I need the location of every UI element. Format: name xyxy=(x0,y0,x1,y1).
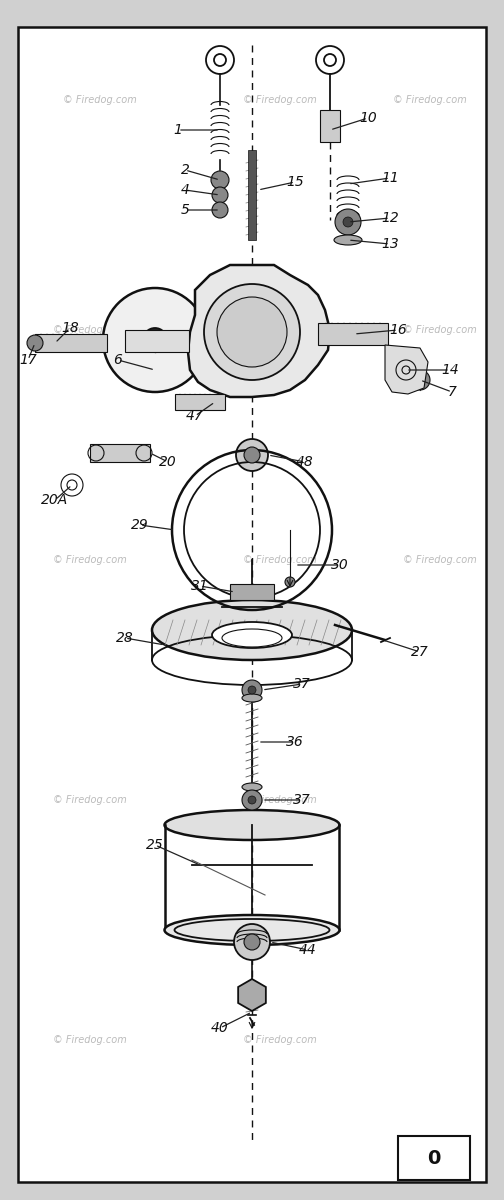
Circle shape xyxy=(103,288,207,392)
Circle shape xyxy=(217,296,287,367)
Bar xyxy=(248,150,256,240)
Text: 17: 17 xyxy=(19,353,37,367)
Circle shape xyxy=(143,328,167,352)
Ellipse shape xyxy=(152,600,352,660)
Text: 47: 47 xyxy=(186,409,204,422)
Circle shape xyxy=(242,680,262,700)
Text: © Firedog.com: © Firedog.com xyxy=(53,554,127,565)
Ellipse shape xyxy=(334,235,362,245)
Text: 11: 11 xyxy=(381,170,399,185)
Ellipse shape xyxy=(242,782,262,791)
Circle shape xyxy=(343,217,353,227)
Circle shape xyxy=(335,209,361,235)
Circle shape xyxy=(211,170,229,188)
Text: © Firedog.com: © Firedog.com xyxy=(243,1034,317,1045)
Text: 18: 18 xyxy=(61,320,79,335)
Polygon shape xyxy=(188,265,330,397)
Circle shape xyxy=(242,790,262,810)
Circle shape xyxy=(410,370,430,390)
Circle shape xyxy=(204,284,300,380)
Text: 40: 40 xyxy=(211,1021,229,1034)
Text: © Firedog.com: © Firedog.com xyxy=(243,794,317,805)
Bar xyxy=(320,110,340,142)
Ellipse shape xyxy=(242,694,262,702)
Text: © Firedog.com: © Firedog.com xyxy=(53,325,127,335)
Bar xyxy=(398,1136,470,1180)
Text: 36: 36 xyxy=(286,734,304,749)
Text: 25: 25 xyxy=(146,838,164,852)
Bar xyxy=(230,584,274,600)
Text: © Firedog.com: © Firedog.com xyxy=(403,554,477,565)
Text: 48: 48 xyxy=(296,455,314,469)
Circle shape xyxy=(234,924,270,960)
Text: 1: 1 xyxy=(173,122,182,137)
Polygon shape xyxy=(385,346,428,394)
Polygon shape xyxy=(238,979,266,1010)
Text: © Firedog.com: © Firedog.com xyxy=(53,1034,127,1045)
Text: 2: 2 xyxy=(180,163,190,176)
Text: © Firedog.com: © Firedog.com xyxy=(243,554,317,565)
Bar xyxy=(125,330,189,352)
Text: 44: 44 xyxy=(299,943,317,958)
Text: 29: 29 xyxy=(131,518,149,532)
Circle shape xyxy=(248,686,256,694)
Text: © Firedog.com: © Firedog.com xyxy=(403,325,477,335)
Text: 28: 28 xyxy=(116,631,134,646)
Text: 13: 13 xyxy=(381,236,399,251)
Text: 7: 7 xyxy=(448,385,457,398)
Ellipse shape xyxy=(212,622,292,648)
Text: 10: 10 xyxy=(359,110,377,125)
Text: 0: 0 xyxy=(427,1148,440,1168)
Text: © Firedog.com: © Firedog.com xyxy=(393,95,467,104)
Ellipse shape xyxy=(164,914,340,946)
Text: 37: 37 xyxy=(293,793,311,806)
Text: 27: 27 xyxy=(411,646,429,659)
Text: 31: 31 xyxy=(191,578,209,593)
Circle shape xyxy=(236,439,268,470)
Circle shape xyxy=(212,187,228,203)
Text: © Firedog.com: © Firedog.com xyxy=(53,794,127,805)
Text: © Firedog.com: © Firedog.com xyxy=(243,95,317,104)
Text: 15: 15 xyxy=(286,175,304,188)
Circle shape xyxy=(27,335,43,350)
Circle shape xyxy=(248,796,256,804)
Circle shape xyxy=(244,934,260,950)
Text: 20: 20 xyxy=(159,455,177,469)
Text: 12: 12 xyxy=(381,211,399,226)
Bar xyxy=(175,394,225,410)
Ellipse shape xyxy=(222,629,282,647)
Text: 4: 4 xyxy=(180,182,190,197)
Circle shape xyxy=(244,446,260,463)
Bar xyxy=(318,323,388,346)
Circle shape xyxy=(212,202,228,218)
Text: 37: 37 xyxy=(293,677,311,691)
Text: 6: 6 xyxy=(113,353,122,367)
Text: © Firedog.com: © Firedog.com xyxy=(63,95,137,104)
Ellipse shape xyxy=(164,810,340,840)
Text: 5: 5 xyxy=(180,203,190,217)
Text: 30: 30 xyxy=(331,558,349,572)
Bar xyxy=(35,334,107,352)
Circle shape xyxy=(285,577,295,587)
Bar xyxy=(90,444,150,462)
Text: 16: 16 xyxy=(389,323,407,337)
Text: 20A: 20A xyxy=(41,493,69,506)
Text: © Firedog.com: © Firedog.com xyxy=(243,325,317,335)
Text: 14: 14 xyxy=(441,362,459,377)
